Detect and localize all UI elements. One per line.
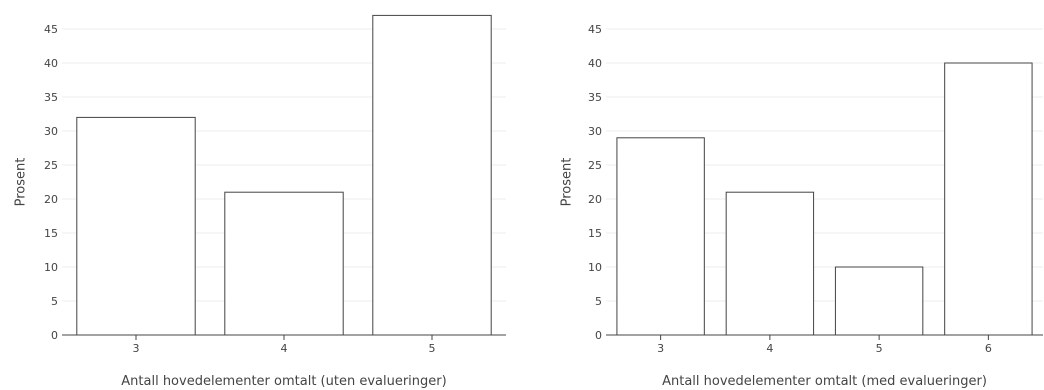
y-tick-label: 20 [44,193,58,206]
y-tick-label: 0 [51,329,58,342]
y-tick-label: 5 [595,295,602,308]
bar [725,191,815,336]
y-tick-label: 25 [44,159,58,172]
y-axis-title: Prosent [560,158,575,207]
x-tick-label: 3 [133,342,140,355]
bar [76,116,196,336]
y-tick-label: 20 [588,193,602,206]
bar [834,266,924,336]
y-tick-label: 25 [588,159,602,172]
y-axis-title: Prosent [14,158,29,207]
y-tick-label: 45 [588,23,602,36]
y-tick-label: 35 [44,91,58,104]
bar [372,14,492,336]
y-tick-label: 15 [44,227,58,240]
x-tick-label: 3 [657,342,664,355]
x-tick-label: 6 [985,342,992,355]
y-tick-label: 5 [51,295,58,308]
y-tick-label: 35 [588,91,602,104]
y-tick-label: 30 [588,125,602,138]
x-tick-label: 5 [876,342,883,355]
x-tick-label: 5 [429,342,436,355]
y-tick-label: 45 [44,23,58,36]
x-axis-title: Antall hovedelementer omtalt (uten evalu… [121,374,446,389]
y-tick-label: 30 [44,125,58,138]
bar [944,62,1033,336]
y-tick-label: 40 [588,57,602,70]
x-tick-label: 4 [281,342,288,355]
y-tick-label: 15 [588,227,602,240]
bar [616,137,705,336]
y-tick-label: 10 [44,261,58,274]
y-tick-label: 10 [588,261,602,274]
x-axis-title: Antall hovedelementer omtalt (med evalue… [662,374,987,389]
y-tick-label: 40 [44,57,58,70]
x-tick-label: 4 [766,342,773,355]
y-tick-label: 0 [595,329,602,342]
bar [224,191,344,336]
